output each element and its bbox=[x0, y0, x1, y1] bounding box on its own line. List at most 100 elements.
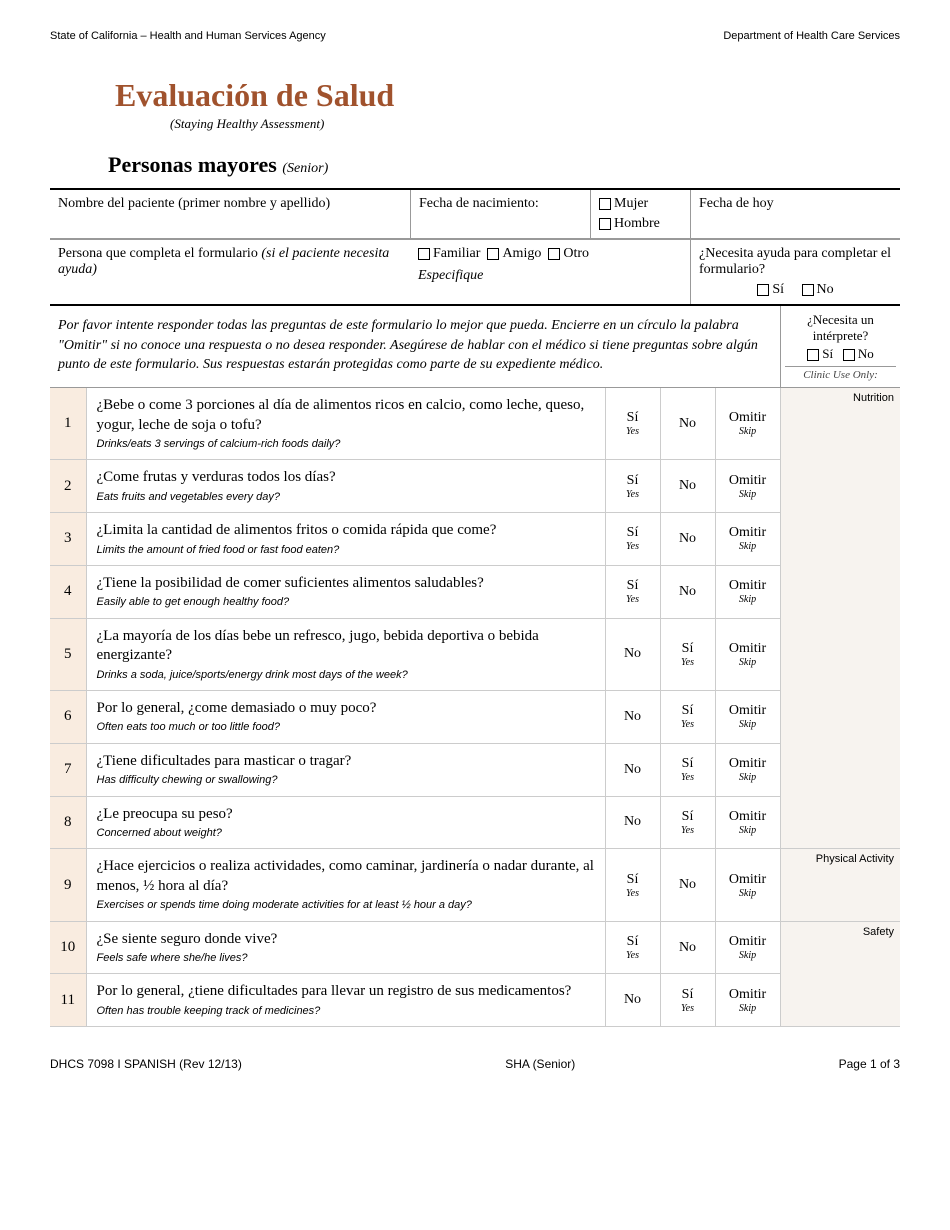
question-row: 11Por lo general, ¿tiene dificultades pa… bbox=[50, 974, 900, 1027]
gender-female[interactable]: Mujer bbox=[599, 196, 682, 212]
question-row: 9¿Hace ejercicios o realiza actividades,… bbox=[50, 849, 900, 921]
clinic-category: Safety bbox=[780, 921, 900, 1027]
question-text-en: Exercises or spends time doing moderate … bbox=[97, 898, 595, 912]
need-help-no[interactable]: No bbox=[802, 282, 834, 297]
question-number: 11 bbox=[50, 974, 86, 1027]
gender-male[interactable]: Hombre bbox=[599, 216, 682, 232]
answer-col-1[interactable]: SíYes bbox=[605, 849, 660, 921]
answer-col-2[interactable]: No bbox=[660, 921, 715, 974]
question-text: ¿Hace ejercicios o realiza actividades, … bbox=[86, 849, 605, 921]
answer-col-2[interactable]: No bbox=[660, 513, 715, 566]
question-row: 8¿Le preocupa su peso?Concerned about we… bbox=[50, 796, 900, 849]
answer-col-2[interactable]: SíYes bbox=[660, 796, 715, 849]
question-text: ¿Bebe o come 3 porciones al día de alime… bbox=[86, 388, 605, 460]
need-help-label: ¿Necesita ayuda para completar el formul… bbox=[699, 246, 892, 278]
checkbox-icon bbox=[548, 248, 560, 260]
opt-amigo[interactable]: Amigo bbox=[487, 246, 541, 261]
gender-f-label: Mujer bbox=[614, 196, 648, 211]
section-title: Personas mayores bbox=[108, 152, 277, 177]
question-row: 4¿Tiene la posibilidad de comer suficien… bbox=[50, 565, 900, 618]
answer-col-1[interactable]: No bbox=[605, 974, 660, 1027]
question-text-en: Limits the amount of fried food or fast … bbox=[97, 543, 595, 557]
interp-no[interactable]: No bbox=[843, 346, 874, 361]
answer-col-1[interactable]: No bbox=[605, 743, 660, 796]
answer-col-2[interactable]: SíYes bbox=[660, 743, 715, 796]
question-text: Por lo general, ¿tiene dificultades para… bbox=[86, 974, 605, 1027]
answer-col-2[interactable]: SíYes bbox=[660, 974, 715, 1027]
answer-col-2[interactable]: No bbox=[660, 565, 715, 618]
footer-left: DHCS 7098 I SPANISH (Rev 12/13) bbox=[50, 1057, 242, 1071]
question-number: 7 bbox=[50, 743, 86, 796]
clinic-category: Nutrition bbox=[780, 388, 900, 849]
checkbox-icon bbox=[757, 284, 769, 296]
agency-right: Department of Health Care Services bbox=[723, 30, 900, 42]
checkbox-icon bbox=[807, 349, 819, 361]
answer-skip[interactable]: OmitirSkip bbox=[715, 690, 780, 743]
question-text: ¿Come frutas y verduras todos los días?E… bbox=[86, 460, 605, 513]
interp-no-label: No bbox=[858, 346, 874, 361]
question-text-en: Drinks a soda, juice/sports/energy drink… bbox=[97, 668, 595, 682]
question-text: ¿Limita la cantidad de alimentos fritos … bbox=[86, 513, 605, 566]
answer-skip[interactable]: OmitirSkip bbox=[715, 513, 780, 566]
agency-left: State of California – Health and Human S… bbox=[50, 30, 326, 42]
opt-familiar-label: Familiar bbox=[433, 246, 480, 261]
instructions: Por favor intente responder todas las pr… bbox=[50, 306, 780, 387]
answer-skip[interactable]: OmitirSkip bbox=[715, 796, 780, 849]
question-text: ¿Tiene dificultades para masticar o trag… bbox=[86, 743, 605, 796]
question-row: 3¿Limita la cantidad de alimentos fritos… bbox=[50, 513, 900, 566]
interp-si[interactable]: Sí bbox=[807, 346, 833, 361]
checkbox-icon bbox=[599, 218, 611, 230]
answer-col-2[interactable]: SíYes bbox=[660, 618, 715, 690]
answer-col-2[interactable]: No bbox=[660, 460, 715, 513]
helper-label: Persona que completa el formulario bbox=[58, 246, 258, 261]
checkbox-icon bbox=[802, 284, 814, 296]
question-text: Por lo general, ¿come demasiado o muy po… bbox=[86, 690, 605, 743]
answer-col-1[interactable]: No bbox=[605, 690, 660, 743]
question-number: 9 bbox=[50, 849, 86, 921]
answer-skip[interactable]: OmitirSkip bbox=[715, 618, 780, 690]
section-title-sub: (Senior) bbox=[282, 161, 328, 176]
answer-skip[interactable]: OmitirSkip bbox=[715, 921, 780, 974]
answer-skip[interactable]: OmitirSkip bbox=[715, 974, 780, 1027]
answer-skip[interactable]: OmitirSkip bbox=[715, 849, 780, 921]
answer-col-2[interactable]: SíYes bbox=[660, 690, 715, 743]
question-number: 2 bbox=[50, 460, 86, 513]
opt-otro-label: Otro bbox=[563, 246, 589, 261]
answer-col-1[interactable]: No bbox=[605, 618, 660, 690]
question-row: 10¿Se siente seguro donde vive?Feels saf… bbox=[50, 921, 900, 974]
answer-skip[interactable]: OmitirSkip bbox=[715, 388, 780, 460]
answer-col-1[interactable]: SíYes bbox=[605, 921, 660, 974]
question-number: 10 bbox=[50, 921, 86, 974]
question-text-en: Has difficulty chewing or swallowing? bbox=[97, 773, 595, 787]
answer-col-2[interactable]: No bbox=[660, 849, 715, 921]
answer-col-2[interactable]: No bbox=[660, 388, 715, 460]
answer-col-1[interactable]: SíYes bbox=[605, 513, 660, 566]
need-help-si[interactable]: Sí bbox=[757, 282, 784, 297]
question-text: ¿Se siente seguro donde vive?Feels safe … bbox=[86, 921, 605, 974]
opt-familiar[interactable]: Familiar bbox=[418, 246, 480, 261]
opt-otro[interactable]: Otro bbox=[548, 246, 589, 261]
no-label: No bbox=[817, 282, 834, 297]
answer-col-1[interactable]: No bbox=[605, 796, 660, 849]
interp-si-label: Sí bbox=[822, 346, 833, 361]
main-subtitle: (Staying Healthy Assessment) bbox=[170, 116, 900, 132]
question-number: 6 bbox=[50, 690, 86, 743]
question-text: ¿La mayoría de los días bebe un refresco… bbox=[86, 618, 605, 690]
checkbox-icon bbox=[843, 349, 855, 361]
question-text-en: Easily able to get enough healthy food? bbox=[97, 595, 595, 609]
question-text-en: Feels safe where she/he lives? bbox=[97, 951, 595, 965]
question-number: 3 bbox=[50, 513, 86, 566]
question-number: 5 bbox=[50, 618, 86, 690]
answer-col-1[interactable]: SíYes bbox=[605, 460, 660, 513]
answer-skip[interactable]: OmitirSkip bbox=[715, 460, 780, 513]
checkbox-icon bbox=[418, 248, 430, 260]
answer-skip[interactable]: OmitirSkip bbox=[715, 743, 780, 796]
answer-skip[interactable]: OmitirSkip bbox=[715, 565, 780, 618]
answer-col-1[interactable]: SíYes bbox=[605, 388, 660, 460]
question-text-en: Eats fruits and vegetables every day? bbox=[97, 490, 595, 504]
footer-right: Page 1 of 3 bbox=[839, 1057, 900, 1071]
answer-col-1[interactable]: SíYes bbox=[605, 565, 660, 618]
si-label: Sí bbox=[772, 282, 784, 297]
question-number: 8 bbox=[50, 796, 86, 849]
checkbox-icon bbox=[487, 248, 499, 260]
